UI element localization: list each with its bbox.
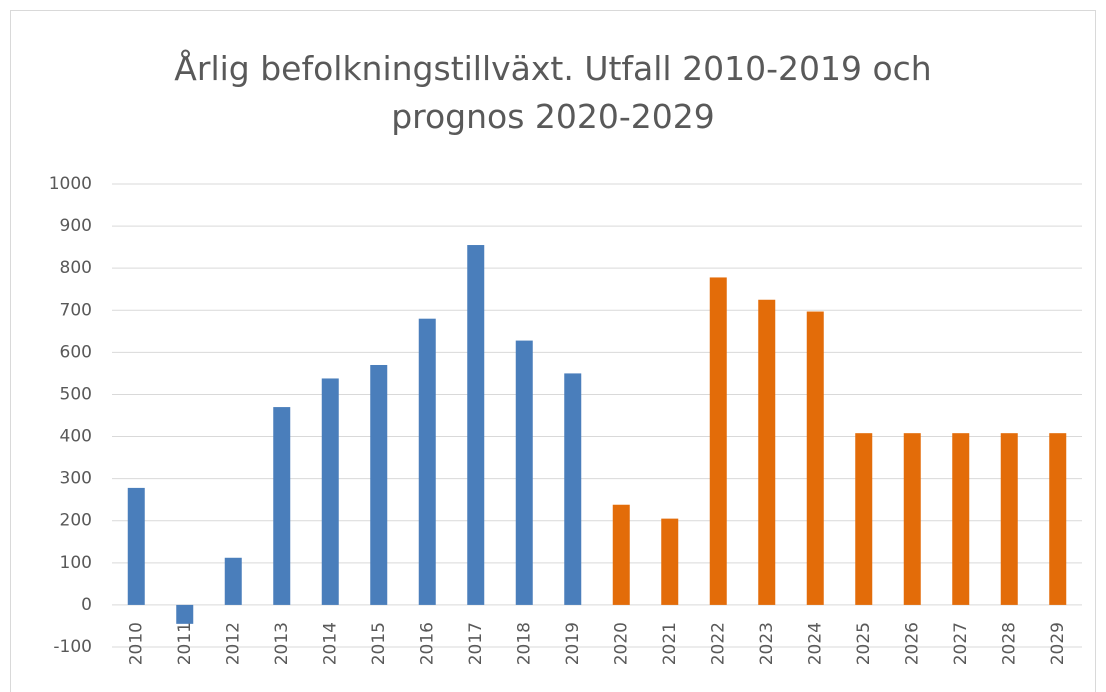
bar [903, 433, 921, 605]
y-tick-label: 400 [60, 427, 92, 447]
x-tick-label: 2011 [175, 622, 195, 665]
x-tick-label: 2013 [272, 622, 292, 665]
bar [127, 487, 145, 605]
y-tick-label: 500 [60, 384, 92, 404]
y-tick-label: 300 [60, 469, 92, 489]
x-tick-label: 2021 [660, 622, 680, 665]
bar [952, 433, 970, 605]
y-tick-label: 900 [60, 216, 92, 236]
bar [1000, 433, 1018, 605]
x-tick-label: 2017 [466, 622, 486, 665]
x-tick-label: 2014 [320, 622, 340, 665]
bar [467, 245, 485, 605]
y-tick-label: 100 [60, 553, 92, 573]
x-tick-label: 2027 [951, 622, 971, 665]
y-tick-label: -100 [53, 637, 92, 657]
bar [224, 557, 242, 605]
bar [612, 504, 630, 605]
bar [418, 318, 436, 605]
chart-border [10, 10, 1096, 692]
x-tick-label: 2019 [563, 622, 583, 665]
x-tick-label: 2024 [805, 622, 825, 665]
x-tick-label: 2026 [902, 622, 922, 665]
bar [321, 378, 339, 605]
y-tick-label: 1000 [49, 174, 92, 194]
x-tick-label: 2025 [854, 622, 874, 665]
x-tick-label: 2029 [1048, 622, 1068, 665]
bar [273, 407, 291, 605]
x-tick-label: 2015 [369, 622, 389, 665]
chart-title: Årlig befolkningstillväxt. Utfall 2010-2… [174, 49, 932, 136]
bar [709, 277, 727, 605]
x-tick-label: 2022 [708, 622, 728, 665]
bar [176, 604, 194, 624]
x-tick-label: 2010 [126, 622, 146, 665]
bar [564, 373, 582, 605]
bar [806, 311, 824, 605]
x-tick-label: 2016 [417, 622, 437, 665]
y-tick-label: 200 [60, 511, 92, 531]
bar [515, 340, 533, 605]
x-tick-label: 2020 [611, 622, 631, 665]
bar [758, 299, 776, 605]
y-tick-label: 800 [60, 258, 92, 278]
x-tick-label: 2028 [999, 622, 1019, 665]
x-tick-label: 2012 [223, 622, 243, 665]
x-tick-label: 2018 [514, 622, 534, 665]
x-tick-label: 2023 [757, 622, 777, 665]
bar [370, 364, 388, 605]
bar [855, 433, 873, 605]
bar [1049, 433, 1067, 605]
y-tick-label: 0 [81, 595, 92, 615]
bar [661, 518, 679, 605]
y-tick-label: 700 [60, 300, 92, 320]
y-tick-label: 600 [60, 342, 92, 362]
